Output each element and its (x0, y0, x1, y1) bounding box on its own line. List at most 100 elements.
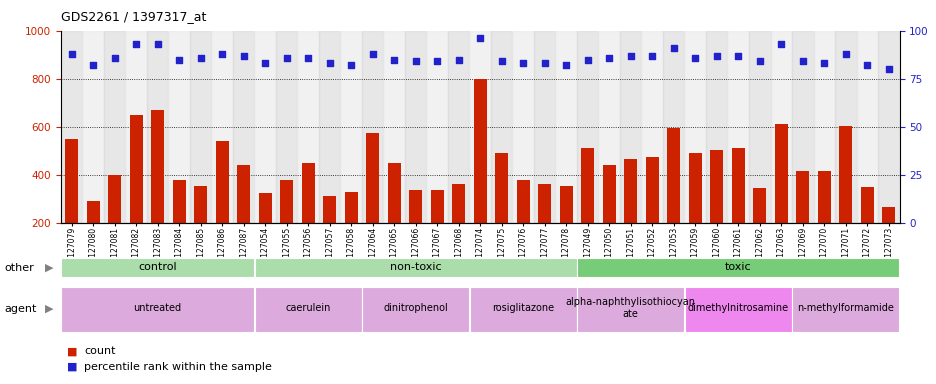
Text: count: count (84, 346, 116, 356)
Point (709, 53, 724, 59)
Bar (882, 207, 894, 223)
Point (838, 51, 853, 57)
Text: control: control (139, 262, 177, 272)
Bar (172, 180, 185, 223)
Point (214, 51, 229, 57)
Bar (726, 31, 748, 223)
Bar (469, 286, 576, 331)
Bar (104, 31, 125, 223)
Point (558, 62, 573, 68)
Bar (753, 188, 766, 223)
Text: n-methylformamide: n-methylformamide (797, 303, 893, 313)
Bar (212, 31, 233, 223)
Bar (812, 31, 834, 223)
Bar (318, 31, 340, 223)
Bar (580, 148, 593, 223)
Bar (731, 148, 744, 223)
Bar (534, 31, 555, 223)
Bar (61, 286, 254, 331)
Bar (323, 196, 336, 223)
Point (881, 66, 896, 72)
Point (515, 60, 530, 66)
Point (859, 62, 874, 68)
Bar (66, 139, 78, 223)
Bar (577, 258, 899, 277)
Bar (684, 286, 791, 331)
Bar (233, 31, 255, 223)
Point (622, 53, 637, 59)
Text: rosiglitazone: rosiglitazone (491, 303, 554, 313)
Point (816, 60, 831, 66)
Bar (409, 190, 422, 223)
Bar (426, 31, 447, 223)
Bar (215, 141, 228, 223)
Bar (602, 165, 615, 223)
Bar (255, 31, 275, 223)
Bar (620, 31, 641, 223)
Bar (129, 115, 142, 223)
Bar (61, 31, 82, 223)
Point (687, 55, 702, 61)
Point (408, 58, 423, 65)
Bar (577, 31, 598, 223)
Bar (280, 180, 293, 223)
Bar (559, 185, 572, 223)
Bar (340, 31, 361, 223)
Point (493, 58, 508, 65)
Point (171, 56, 186, 63)
Bar (623, 159, 636, 223)
Bar (769, 31, 791, 223)
Point (64, 51, 79, 57)
Point (300, 55, 315, 61)
Point (601, 55, 616, 61)
Bar (688, 153, 701, 223)
Bar (87, 201, 99, 223)
Bar (194, 185, 207, 223)
Text: non-toxic: non-toxic (389, 262, 441, 272)
Bar (860, 187, 872, 223)
Text: ■: ■ (67, 346, 78, 356)
Point (257, 60, 272, 66)
Point (322, 60, 337, 66)
Point (236, 53, 251, 59)
Bar (705, 31, 726, 223)
Bar (147, 31, 168, 223)
Bar (663, 31, 684, 223)
Bar (125, 31, 147, 223)
Bar (645, 157, 658, 223)
Point (536, 60, 551, 66)
Bar (774, 124, 787, 223)
Text: ▶: ▶ (45, 263, 53, 273)
Bar (469, 31, 490, 223)
Point (773, 41, 788, 47)
Bar (791, 31, 812, 223)
Text: dimethylnitrosamine: dimethylnitrosamine (687, 303, 788, 313)
Bar (490, 31, 512, 223)
Text: ▶: ▶ (45, 304, 53, 314)
Bar (817, 171, 830, 223)
Bar (839, 126, 852, 223)
Point (665, 45, 680, 51)
Text: caerulein: caerulein (285, 303, 330, 313)
Text: other: other (5, 263, 35, 273)
Point (128, 41, 143, 47)
Bar (362, 286, 469, 331)
Point (85, 62, 100, 68)
Point (344, 62, 358, 68)
Bar (495, 153, 507, 223)
Text: agent: agent (5, 304, 37, 314)
Bar (431, 190, 443, 223)
Bar (82, 31, 104, 223)
Bar (344, 192, 358, 223)
Point (451, 56, 466, 63)
Bar (108, 175, 121, 223)
Text: ■: ■ (67, 362, 78, 372)
Bar (447, 31, 469, 223)
Bar (792, 286, 899, 331)
Bar (877, 31, 899, 223)
Point (279, 55, 294, 61)
Bar (255, 258, 576, 277)
Bar (255, 286, 361, 331)
Text: untreated: untreated (134, 303, 182, 313)
Bar (301, 163, 314, 223)
